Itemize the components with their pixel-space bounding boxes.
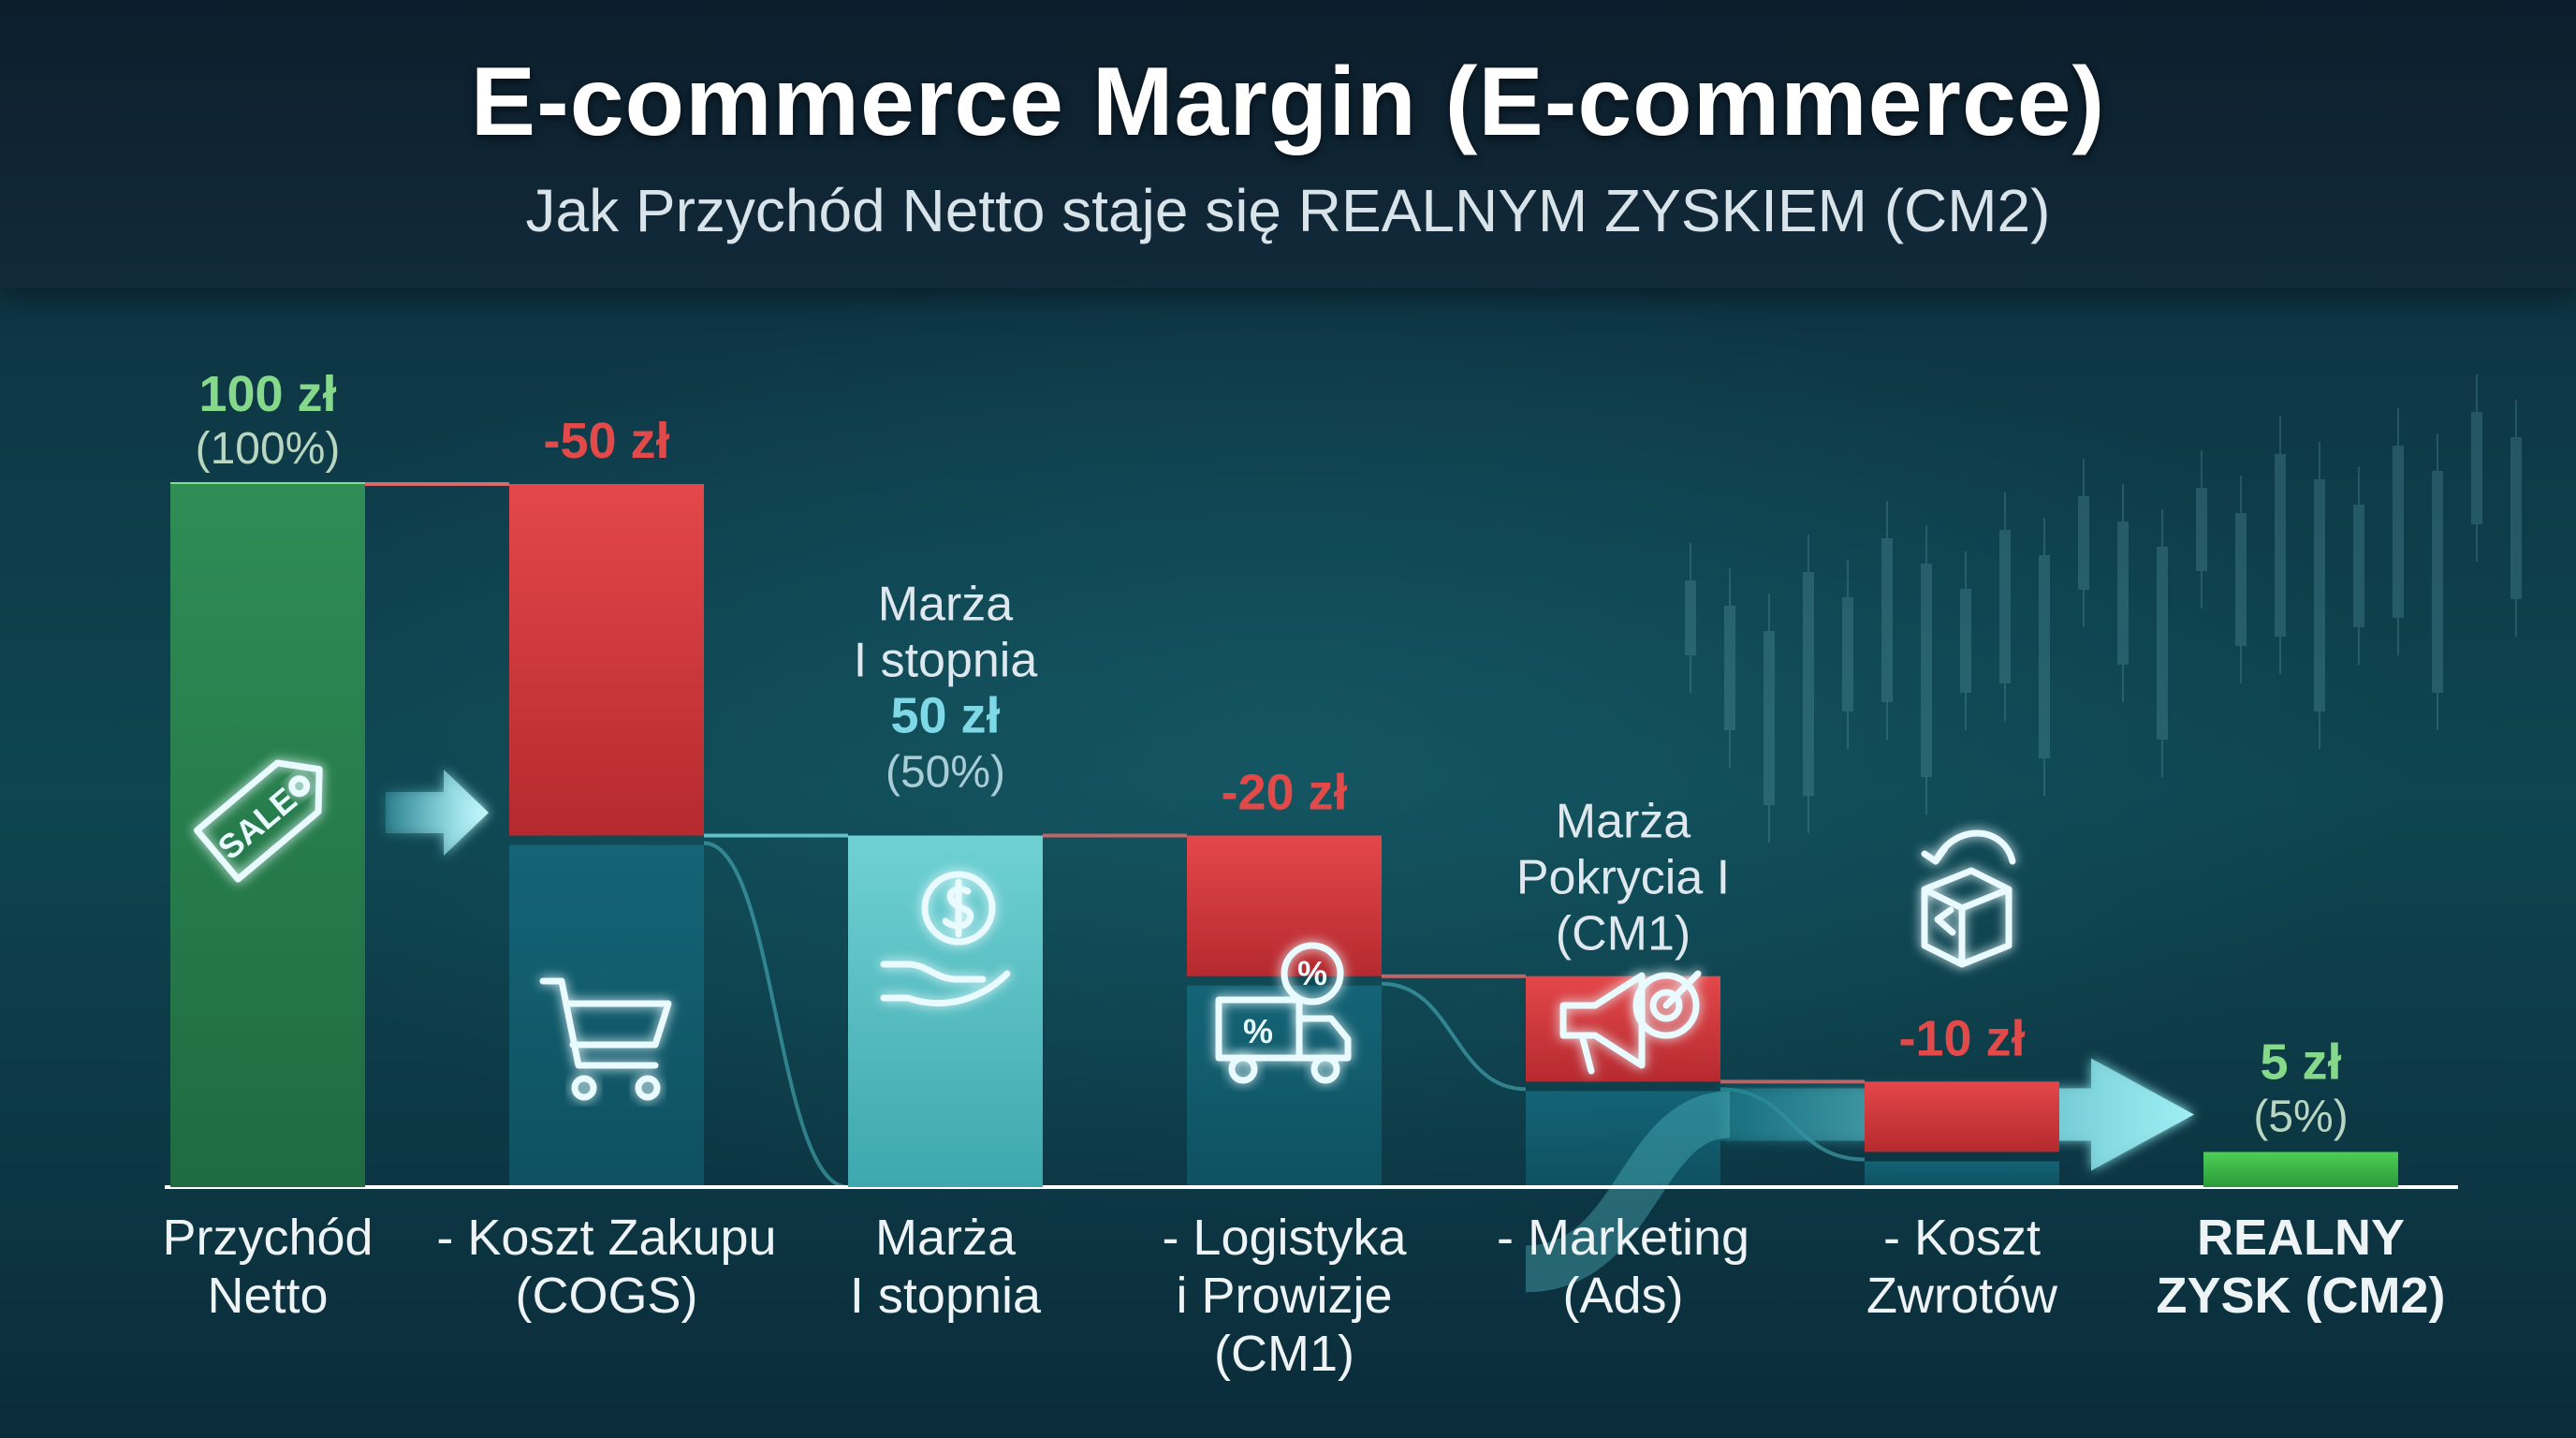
x-tick-label: i Prowizje <box>1176 1268 1392 1324</box>
hand-coin-icon <box>880 871 1011 1006</box>
return-box-icon <box>1921 829 2016 968</box>
step-name-label: Pokrycia I <box>1516 851 1730 905</box>
bar-6 <box>1865 1081 2059 1152</box>
remaining-column <box>509 844 704 1187</box>
svg-text:%: % <box>1243 1012 1273 1050</box>
bar-4 <box>1187 835 1382 976</box>
background-glow <box>165 262 2411 1236</box>
x-tick-label: - Logistyka <box>1162 1210 1407 1266</box>
x-tick-label: REALNY <box>2197 1210 2405 1266</box>
value-label: -50 zł <box>543 413 669 469</box>
flow-ribbon <box>1524 1091 1732 1293</box>
percent-label: (100%) <box>196 424 341 474</box>
x-tick-label: Zwrotów <box>1866 1268 2058 1324</box>
flow-arrow-icon <box>386 770 489 856</box>
chart-title: E-commerce Margin (E-commerce) <box>470 48 2106 156</box>
header-band: E-commerce Margin (E-commerce) Jak Przyc… <box>0 0 2576 288</box>
delivery-truck-icon: %% <box>1215 942 1352 1084</box>
bar-2 <box>509 484 704 836</box>
x-tick-label: - Koszt Zakupu <box>436 1210 776 1266</box>
flow-connector-lower <box>703 841 849 1189</box>
bar-3 <box>848 835 1043 1187</box>
step-name-label: (CM1) <box>1556 907 1690 961</box>
step-name-label: Marża <box>1556 795 1691 849</box>
megaphone-icon <box>1559 970 1702 1075</box>
chart-subtitle: Jak Przychód Netto staje się REALNYM ZYS… <box>525 177 2051 244</box>
svg-text:%: % <box>1297 954 1327 992</box>
flow-connector-lower <box>1381 981 1527 1092</box>
value-label: 5 zł <box>2260 1034 2341 1090</box>
bar-7 <box>2203 1152 2398 1187</box>
x-tick-label: ZYSK (CM2) <box>2157 1268 2446 1324</box>
remaining-column <box>1865 1161 2059 1187</box>
shopping-cart-icon <box>539 977 672 1101</box>
x-tick-label: (COGS) <box>516 1268 698 1324</box>
background-candlesticks <box>1685 374 2522 843</box>
value-label: 100 zł <box>198 366 336 422</box>
x-tick-label: I stopnia <box>850 1268 1042 1324</box>
value-label: 50 zł <box>890 688 1000 744</box>
x-tick-label: Przychód <box>162 1210 373 1266</box>
x-tick-label: Marża <box>875 1210 1017 1266</box>
step-name-label: I stopnia <box>854 634 1038 688</box>
x-tick-label: (Ads) <box>1562 1268 1683 1324</box>
value-label: -10 zł <box>1898 1010 2025 1066</box>
value-label: -20 zł <box>1221 765 1347 821</box>
x-tick-label: - Marketing <box>1497 1210 1749 1266</box>
remaining-column <box>1526 1091 1720 1187</box>
percent-label: (50%) <box>886 748 1005 798</box>
x-tick-label: - Koszt <box>1883 1210 2041 1266</box>
percent-label: (5%) <box>2253 1092 2348 1141</box>
x-tick-label: (CM1) <box>1214 1326 1354 1382</box>
step-name-label: Marża <box>878 578 1014 632</box>
x-tick-label: Netto <box>207 1268 328 1324</box>
